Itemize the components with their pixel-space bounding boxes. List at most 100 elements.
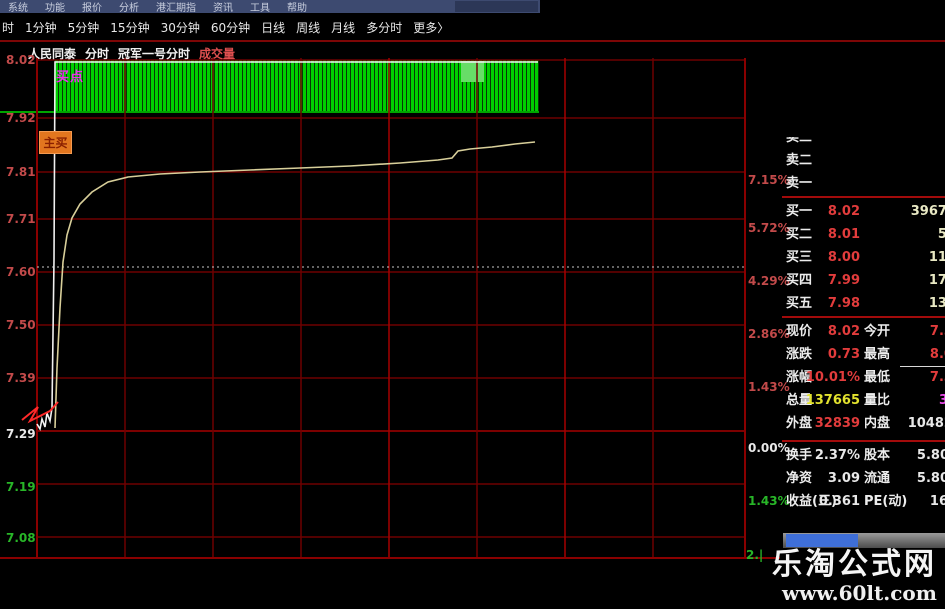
period-weekly[interactable]: 周线 [296,20,321,35]
menu-item-news[interactable]: 资讯 [213,3,233,14]
price-tick: 7.92 [6,111,36,125]
menu-item-help[interactable]: 帮助 [287,3,307,14]
fundamental-rows: 换手 2.37% 股本 5.80亿 净资 3.09 流通 5.80亿 收益(三)… [782,444,945,513]
period-15min[interactable]: 15分钟 [110,20,150,35]
bid5-label: 买五 [786,296,813,311]
low-label: 最低 [864,370,891,385]
fund-row-netasset: 净资 3.09 流通 5.80亿 [782,467,945,490]
bid-row-1: 买一 8.02 39679 [782,200,945,223]
info-row-totalvol: 总量 137665 量比 3.3 [782,389,945,412]
netasset-value: 3.09 [827,471,860,486]
panel-tab-selected[interactable] [786,534,858,547]
buy-signal-marker: 买点 [56,70,85,85]
outer-label: 外盘 [786,416,813,431]
ask-row-2: 卖二 [782,149,945,172]
quote-panel: 卖三 卖二 卖一 买一 8.02 39679 买二 8.01 51 买三 8.0… [782,137,945,548]
menu-item-system[interactable]: 系统 [8,3,28,14]
pct-tick-cut: 2.| [746,548,764,562]
fund-row-eps: 收益(三) 0.361 PE(动) 16.7 [782,490,945,513]
menu-item-tools[interactable]: 工具 [250,3,270,14]
ask1-label: 卖一 [786,176,813,191]
price-tick: 7.39 [6,371,36,385]
turnover-label: 换手 [786,448,813,463]
bid2-price: 8.01 [827,227,860,242]
totalvol-label: 总量 [786,393,813,408]
high-value: 8.02 [900,343,945,367]
bid-row-2: 买二 8.01 51 [782,223,945,246]
price-tick: 7.08 [6,531,36,545]
chart-title: 人民同泰 分时 冠军一号分时 成交量 [28,45,236,61]
menu-item-function[interactable]: 功能 [45,3,65,14]
period-intraday-partial[interactable]: 时 [2,20,15,35]
pct-tick: 2.86% [748,327,790,341]
change-value: 0.73 [827,347,860,362]
bid5-price: 7.98 [827,296,860,311]
menu-item-hkfutures[interactable]: 港汇期指 [156,3,196,14]
volratio-value: 3.3 [938,393,945,408]
bid4-label: 买四 [786,273,813,288]
changepct-label: 涨幅 [786,370,813,385]
pct-tick: 5.72% [748,221,790,235]
last-value: 8.02 [827,324,860,339]
watermark-site-url: www.60lt.com [782,581,937,605]
panel-separator [782,440,945,442]
panel-separator [782,196,945,198]
ask2-label: 卖二 [786,153,813,168]
bid1-volume: 39679 [910,204,945,219]
period-daily[interactable]: 日线 [261,20,286,35]
pe-value: 16.7 [929,494,945,509]
turnover-value: 2.37% [814,448,860,463]
main-force-buy-badge: 主买 [39,131,72,154]
float-label: 流通 [864,471,891,486]
volume-baseline [0,111,539,113]
period-monthly[interactable]: 月线 [331,20,356,35]
period-30min[interactable]: 30分钟 [160,20,200,35]
volume-label: 成交量 [199,47,236,61]
panel-tab-strip[interactable] [783,533,945,548]
watermark: 乐淘公式网 www.60lt.com [772,547,937,606]
totalvol-value: 137665 [805,393,860,408]
shares-label: 股本 [864,448,891,463]
watermark-site-name: 乐淘公式网 [772,547,937,582]
toolbar-divider [0,40,945,42]
pe-label: PE(动) [864,494,908,509]
bid1-label: 买一 [786,204,813,219]
panel-separator [782,316,945,318]
menu-item-quote[interactable]: 报价 [82,3,102,14]
eps-value: 0.361 [818,494,860,509]
info-row-change: 涨跌 0.73 最高 8.02 [782,343,945,367]
ask-row-1: 卖一 [782,172,945,195]
open-value: 7.30 [929,324,945,339]
bid3-label: 买三 [786,250,813,265]
price-tick: 7.19 [6,480,36,494]
high-label: 最高 [864,347,891,362]
period-5min[interactable]: 5分钟 [67,20,100,35]
changepct-value: 10.01% [805,370,860,385]
fund-row-turnover: 换手 2.37% 股本 5.80亿 [782,444,945,467]
period-1min[interactable]: 1分钟 [25,20,57,35]
pct-tick: 7.15% [748,173,790,187]
period-more[interactable]: 更多〉 [413,20,450,35]
float-value: 5.80亿 [916,471,945,486]
menu-item-analysis[interactable]: 分析 [119,3,139,14]
pct-tick: 1.43% [748,494,790,508]
ask3-label: 卖三 [786,137,813,145]
price-info-rows: 现价 8.02 今开 7.30 涨跌 0.73 最高 8.02 涨幅 10.01… [782,320,945,435]
shares-value: 5.80亿 [916,448,945,463]
info-row-outer: 外盘 32839 内盘 104826 [782,412,945,435]
pct-tick: 4.29% [748,274,790,288]
bid-row-3: 买三 8.00 117 [782,246,945,269]
menu-bar: 系统 功能 报价 分析 港汇期指 资讯 工具 帮助 [0,0,540,14]
limit-up-green-badge [461,61,484,82]
inner-value: 104826 [907,416,945,431]
bid5-volume: 130 [928,296,945,311]
price-tick: 7.81 [6,165,36,179]
bid-rows: 买一 8.02 39679 买二 8.01 51 买三 8.00 117 买四 … [782,200,945,315]
eps-label: 收益(三) [786,494,837,509]
low-value: 7.30 [929,370,945,385]
period-60min[interactable]: 60分钟 [210,20,251,35]
period-multi-intraday[interactable]: 多分时 [366,20,403,35]
price-tick: 7.60 [6,265,36,279]
last-label: 现价 [786,324,813,339]
